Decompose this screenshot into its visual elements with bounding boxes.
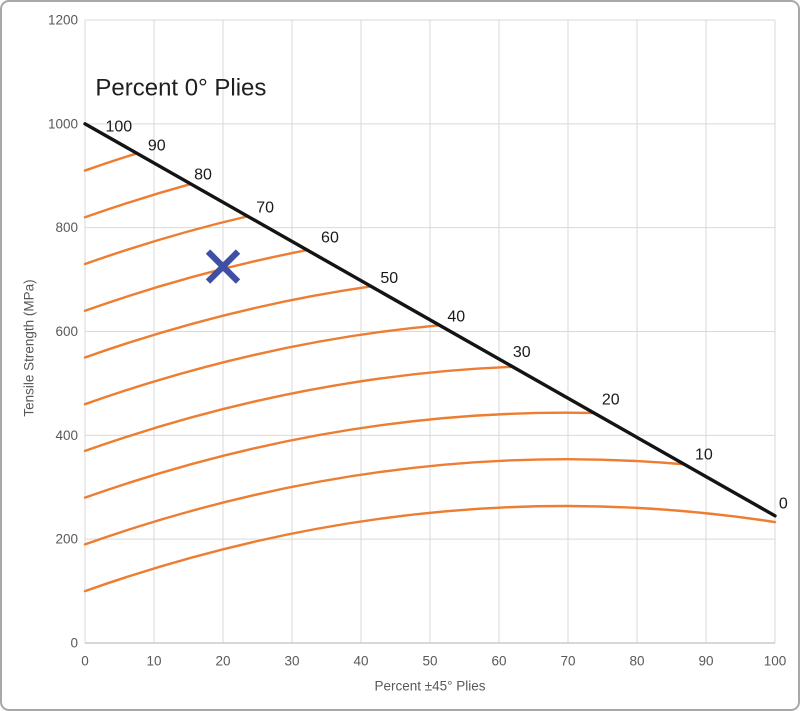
- boundary-label-50: 50: [380, 270, 398, 287]
- strength-curve-80: [83, 182, 192, 219]
- strength-curve-70: [83, 215, 250, 266]
- x-tick-label: 100: [764, 654, 787, 669]
- gridlines: [84, 19, 776, 644]
- y-axis-tick-labels: 0 200 400 600 800 1000 1200: [48, 13, 78, 651]
- x-tick-label: 10: [146, 654, 161, 669]
- y-tick-label: 400: [55, 428, 78, 443]
- x-tick-label: 90: [698, 654, 713, 669]
- x-axis-tick-labels: 0 10 20 30 40 50 60 70 80 90 100: [81, 654, 786, 669]
- boundary-label-40: 40: [447, 308, 465, 325]
- boundary-label-10: 10: [695, 447, 713, 464]
- boundary-label-20: 20: [602, 392, 620, 409]
- x-tick-label: 0: [81, 654, 89, 669]
- boundary-label-30: 30: [513, 344, 531, 361]
- design-point-marker: [205, 249, 241, 284]
- y-tick-label: 800: [55, 220, 78, 235]
- y-axis-title: Tensile Strength (MPa): [22, 279, 37, 416]
- x-marker-stroke: [205, 249, 241, 284]
- boundary-label-0: 0: [779, 495, 788, 512]
- strength-curve-50: [83, 285, 373, 359]
- x-axis-title: Percent ±45° Plies: [374, 679, 485, 694]
- strength-curve-60: [83, 248, 310, 312]
- y-tick-label: 600: [55, 324, 78, 339]
- strength-curve-0: [83, 504, 777, 593]
- boundary-label-100: 100: [105, 118, 132, 135]
- boundary-label-70: 70: [256, 199, 274, 216]
- strength-curve-90: [83, 152, 138, 172]
- boundary-label-60: 60: [321, 230, 339, 247]
- strength-curve-20: [83, 411, 595, 499]
- percent-0-ply-curves: [83, 152, 777, 593]
- strength-curve-30: [83, 365, 515, 453]
- x-tick-label: 50: [422, 654, 437, 669]
- y-tick-label: 200: [55, 532, 78, 547]
- boundary-line: [83, 122, 777, 518]
- plot-title: Percent 0° Plies: [95, 75, 266, 102]
- boundary-label-90: 90: [148, 138, 166, 155]
- x-tick-label: 70: [560, 654, 575, 669]
- strength-curve-40: [83, 324, 441, 406]
- x-tick-label: 20: [215, 654, 230, 669]
- boundary-label-80: 80: [194, 167, 212, 184]
- y-tick-label: 0: [70, 636, 78, 651]
- x-tick-label: 60: [491, 654, 506, 669]
- strength-curve-10: [83, 458, 687, 546]
- y-tick-label: 1000: [48, 116, 78, 131]
- x-tick-label: 40: [353, 654, 368, 669]
- x-tick-label: 30: [284, 654, 299, 669]
- x-tick-label: 80: [629, 654, 644, 669]
- y-tick-label: 1200: [48, 13, 78, 28]
